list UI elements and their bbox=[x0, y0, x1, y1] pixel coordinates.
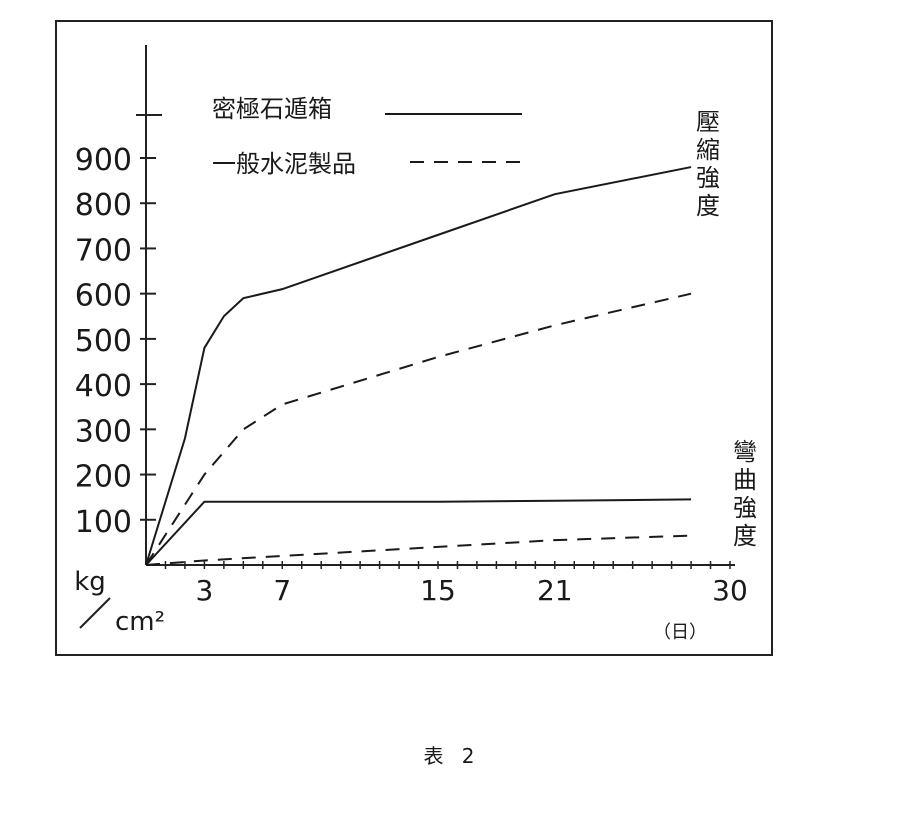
y-tick-label-300: 300 bbox=[75, 414, 132, 449]
group-label-flexural-char: 曲 bbox=[733, 466, 757, 494]
group-label-compressive-char: 縮 bbox=[696, 136, 720, 164]
x-axis-label: （日） bbox=[653, 622, 707, 643]
y-tick-label-400: 400 bbox=[75, 369, 132, 404]
y-tick-label-600: 600 bbox=[75, 279, 132, 314]
y-tick-label-800: 800 bbox=[75, 188, 132, 223]
y-unit-slash bbox=[79, 597, 111, 629]
y-tick-label-100: 100 bbox=[75, 505, 132, 540]
legend-label-1: 一般水泥製品 bbox=[212, 150, 356, 178]
group-label-compressive-char: 壓 bbox=[696, 108, 720, 136]
series-line-compressive-dashed bbox=[145, 292, 692, 566]
group-label-flexural-char: 強 bbox=[733, 494, 757, 522]
y-tick-label-500: 500 bbox=[75, 324, 132, 359]
series-line-flexural-dashed bbox=[145, 534, 692, 566]
x-tick-label-15: 15 bbox=[420, 574, 456, 607]
group-label-compressive-char: 度 bbox=[696, 192, 720, 220]
legend-label-0: 密極石遁箱 bbox=[212, 95, 332, 123]
x-tick-label-30: 30 bbox=[712, 574, 748, 607]
y-tick-label-900: 900 bbox=[75, 143, 132, 178]
x-tick-label-21: 21 bbox=[537, 574, 573, 607]
y-tick-label-200: 200 bbox=[75, 460, 132, 495]
series-line-compressive-solid bbox=[145, 166, 692, 566]
figure-caption: 表 2 bbox=[423, 744, 481, 768]
y-unit-bottom: cm² bbox=[115, 607, 165, 637]
group-label-compressive-char: 強 bbox=[696, 164, 720, 192]
x-tick-label-3: 3 bbox=[195, 574, 213, 607]
group-label-flexural-char: 度 bbox=[733, 522, 757, 550]
series-line-flexural-solid bbox=[145, 498, 692, 566]
chart-frame bbox=[55, 20, 773, 656]
x-tick-label-7: 7 bbox=[273, 574, 291, 607]
y-unit-top: kg bbox=[74, 567, 106, 597]
group-label-flexural-char: 彎 bbox=[733, 438, 757, 466]
y-tick-label-700: 700 bbox=[75, 233, 132, 268]
